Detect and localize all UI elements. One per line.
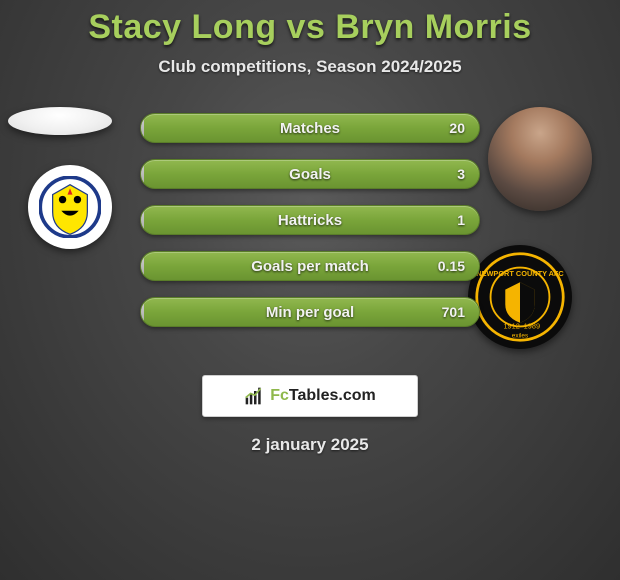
club-right-badge: NEWPORT COUNTY AFC 1912 1989 exiles <box>468 245 572 349</box>
club-left-badge <box>28 165 112 249</box>
stat-label: Min per goal <box>141 298 479 326</box>
afc-wimbledon-icon <box>39 176 101 238</box>
stat-bar: Goals per match0.15 <box>140 251 480 281</box>
stat-value-right: 3 <box>457 160 465 188</box>
date-text: 2 january 2025 <box>0 435 620 455</box>
comparison-stage: NEWPORT COUNTY AFC 1912 1989 exiles Matc… <box>0 105 620 365</box>
stat-label: Matches <box>141 114 479 142</box>
stat-value-right: 20 <box>449 114 465 142</box>
stat-value-right: 1 <box>457 206 465 234</box>
page-title: Stacy Long vs Bryn Morris <box>0 0 620 47</box>
brand-text-right: Tables.com <box>289 387 376 404</box>
stat-label: Goals per match <box>141 252 479 280</box>
subtitle: Club competitions, Season 2024/2025 <box>0 57 620 77</box>
brand-box: FcTables.com <box>202 375 418 417</box>
brand-text-left: Fc <box>270 387 289 404</box>
stat-bar: Goals3 <box>140 159 480 189</box>
stat-bar: Matches20 <box>140 113 480 143</box>
player-left-avatar <box>8 107 112 135</box>
stat-value-right: 701 <box>442 298 465 326</box>
stat-label: Hattricks <box>141 206 479 234</box>
stat-bar: Min per goal701 <box>140 297 480 327</box>
stat-label: Goals <box>141 160 479 188</box>
stat-bars: Matches20 Goals3 Hattricks1 Goals per match… <box>140 113 480 343</box>
svg-text:NEWPORT COUNTY AFC: NEWPORT COUNTY AFC <box>476 269 564 278</box>
newport-county-icon: NEWPORT COUNTY AFC 1912 1989 exiles <box>474 251 566 343</box>
chart-bars-icon <box>244 386 264 406</box>
stat-value-right: 0.15 <box>438 252 465 280</box>
stat-bar: Hattricks1 <box>140 205 480 235</box>
player-right-avatar <box>488 107 592 211</box>
brand-text: FcTables.com <box>270 387 376 405</box>
svg-text:exiles: exiles <box>512 332 528 339</box>
svg-text:1989: 1989 <box>524 321 540 330</box>
svg-text:1912: 1912 <box>503 321 519 330</box>
